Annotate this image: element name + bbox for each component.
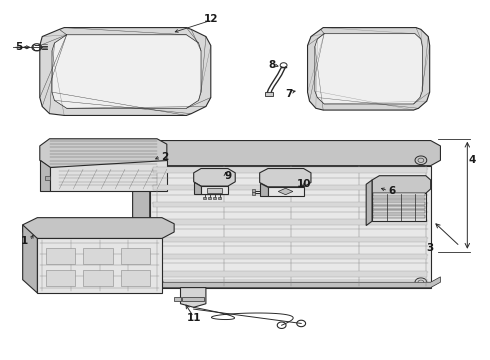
Text: 11: 11 [187,313,201,323]
Polygon shape [40,160,49,191]
Text: 5: 5 [16,42,23,52]
Polygon shape [153,271,427,277]
Polygon shape [372,193,426,221]
Polygon shape [83,248,113,264]
Polygon shape [153,220,427,225]
Polygon shape [373,202,425,205]
Polygon shape [252,192,255,195]
Text: 6: 6 [388,186,395,196]
Polygon shape [153,254,427,260]
Polygon shape [207,188,221,193]
Polygon shape [260,168,311,187]
Text: 3: 3 [426,243,433,253]
Polygon shape [153,185,427,190]
Polygon shape [46,270,75,286]
Polygon shape [23,225,37,293]
Polygon shape [203,197,206,199]
Polygon shape [268,187,304,196]
Text: 9: 9 [224,171,231,181]
Polygon shape [260,183,268,196]
Polygon shape [83,270,113,286]
Polygon shape [366,180,372,226]
Polygon shape [153,202,427,207]
Polygon shape [373,198,425,201]
Text: 8: 8 [268,60,275,70]
Polygon shape [37,238,162,293]
Polygon shape [252,189,255,192]
Polygon shape [174,297,180,301]
Polygon shape [52,35,201,108]
Polygon shape [265,92,273,96]
Polygon shape [150,166,431,288]
Polygon shape [121,248,150,264]
Polygon shape [373,206,425,209]
Polygon shape [194,182,201,194]
Polygon shape [45,176,49,180]
Text: 1: 1 [21,236,28,246]
Polygon shape [23,218,174,238]
Polygon shape [133,151,150,288]
Polygon shape [133,268,441,288]
Polygon shape [40,28,211,116]
Polygon shape [49,160,167,191]
Polygon shape [121,270,150,286]
Polygon shape [180,288,206,307]
Polygon shape [208,197,211,199]
Text: 4: 4 [468,155,476,165]
Polygon shape [133,140,441,166]
Text: 12: 12 [203,14,218,24]
Polygon shape [201,186,228,194]
Polygon shape [308,28,430,110]
Polygon shape [153,237,427,242]
Polygon shape [40,139,167,167]
Polygon shape [194,168,235,186]
Text: 7: 7 [285,89,293,99]
Polygon shape [373,215,425,218]
Polygon shape [315,34,422,104]
Polygon shape [46,248,75,264]
Polygon shape [182,297,204,301]
Text: 2: 2 [161,152,168,162]
Polygon shape [278,188,293,195]
Polygon shape [213,197,216,199]
Text: 10: 10 [296,179,311,189]
Polygon shape [373,211,425,213]
Polygon shape [153,167,427,173]
Polygon shape [373,193,425,196]
Polygon shape [218,197,221,199]
Polygon shape [372,176,431,193]
